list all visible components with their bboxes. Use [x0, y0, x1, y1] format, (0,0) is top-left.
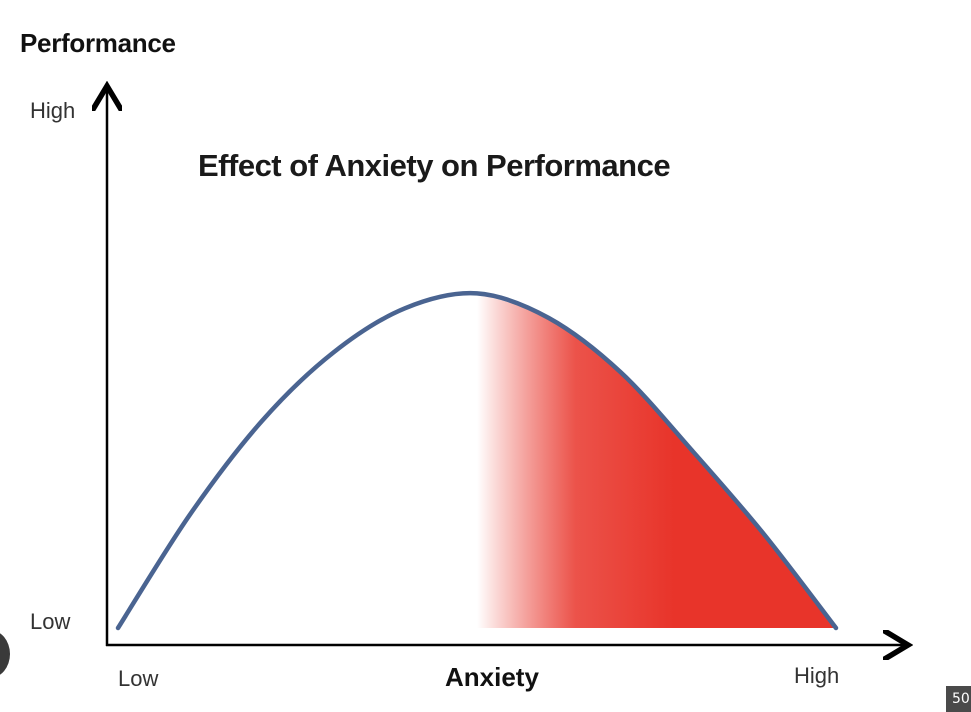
page-number-badge: 50: [946, 686, 971, 712]
x-tick-high: High: [794, 663, 840, 688]
y-axis-label: Performance: [20, 28, 176, 58]
chart-title: Effect of Anxiety on Performance: [198, 148, 671, 183]
high-anxiety-shaded-area: [477, 293, 836, 628]
performance-curve: [115, 290, 839, 631]
viewer-nav-button[interactable]: [0, 630, 10, 678]
x-axis-label: Anxiety: [445, 662, 539, 692]
x-tick-low: Low: [118, 666, 159, 691]
y-tick-high: High: [30, 98, 76, 123]
y-tick-low: Low: [30, 609, 71, 634]
